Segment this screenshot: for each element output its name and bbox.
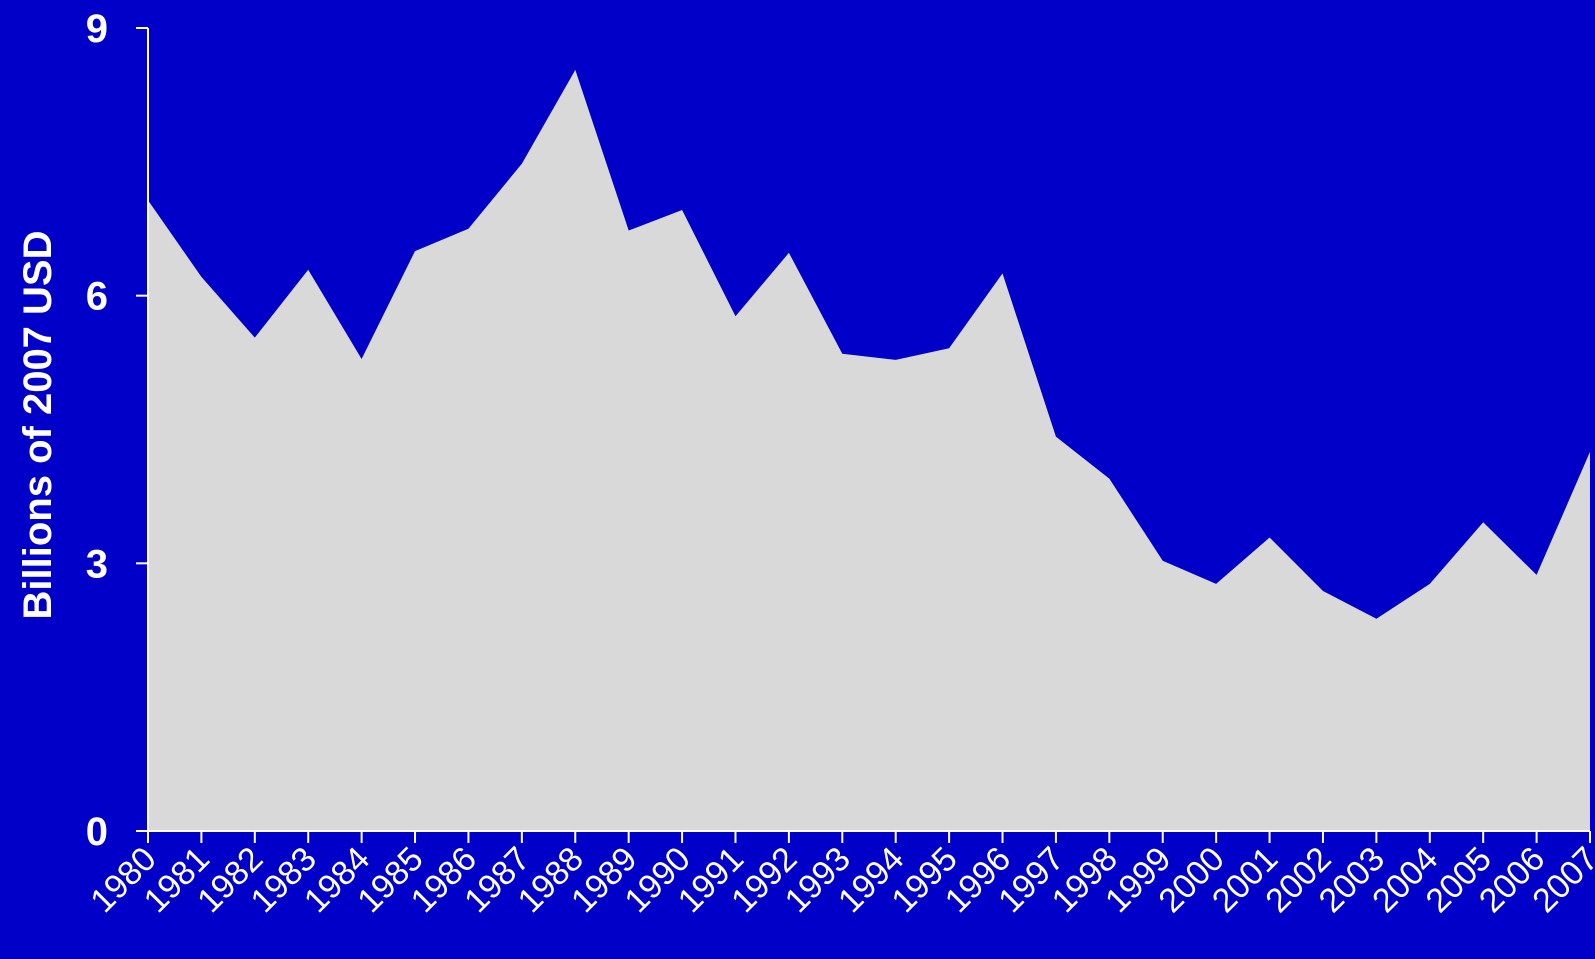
y-tick-label: 0: [86, 810, 108, 854]
y-tick-label: 3: [86, 542, 108, 586]
plot-area: [148, 69, 1590, 831]
y-tick-label: 9: [86, 7, 108, 51]
y-axis-title: Billions of 2007 USD: [16, 231, 60, 620]
area-series: [148, 69, 1590, 831]
tick-labels: 0369198019811982198319841985198619871988…: [83, 7, 1595, 920]
y-tick-label: 6: [86, 275, 108, 319]
axes: [136, 27, 1591, 843]
